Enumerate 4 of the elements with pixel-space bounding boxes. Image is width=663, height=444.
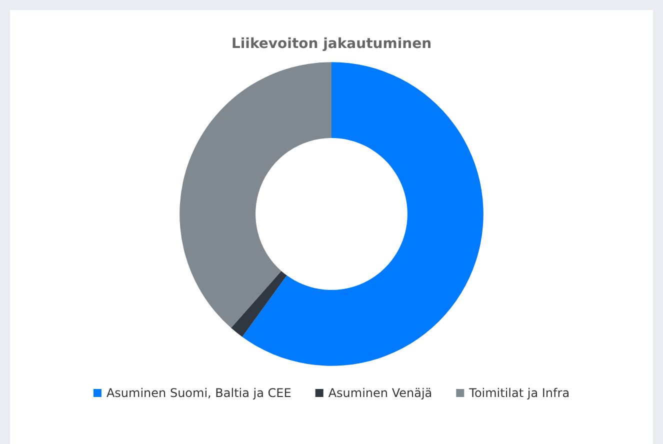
legend-label: Asuminen Suomi, Baltia ja CEE bbox=[106, 386, 292, 400]
legend-label: Asuminen Venäjä bbox=[328, 386, 432, 400]
legend-label: Toimitilat ja Infra bbox=[468, 386, 570, 400]
chart-title: Liikevoiton jakautuminen bbox=[231, 36, 432, 52]
